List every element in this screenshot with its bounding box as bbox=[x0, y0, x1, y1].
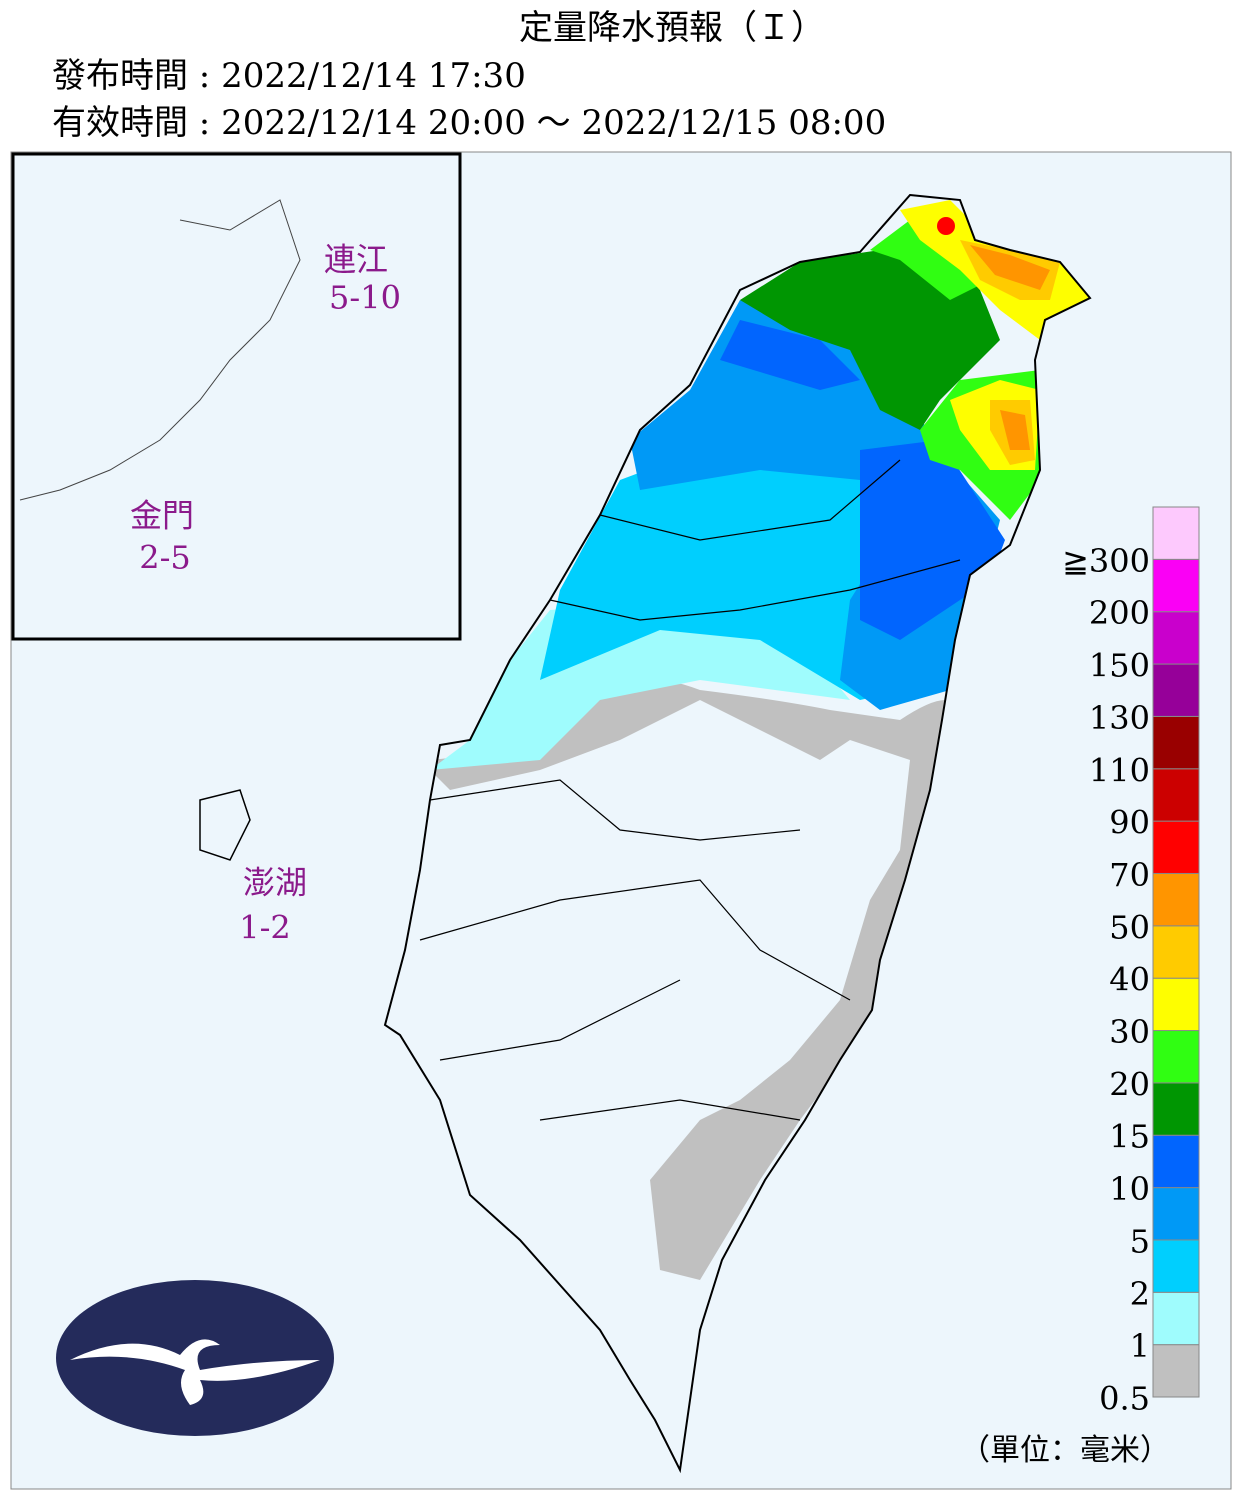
issued-time: 發布時間 : 2022/12/14 17:30 bbox=[52, 56, 526, 96]
inset-box bbox=[11, 152, 462, 641]
legend-swatch bbox=[1152, 663, 1200, 717]
legend-label: 110 bbox=[1089, 751, 1150, 789]
legend-swatch bbox=[1152, 1030, 1200, 1084]
legend-label: 50 bbox=[1109, 908, 1150, 946]
legend-swatch bbox=[1152, 1291, 1200, 1346]
legend-swatch bbox=[1152, 1082, 1200, 1136]
legend-swatch bbox=[1152, 558, 1200, 613]
legend-swatch bbox=[1152, 1134, 1200, 1189]
island-name: 金門 bbox=[130, 497, 194, 535]
legend-swatch bbox=[1152, 715, 1200, 770]
island-range: 5-10 bbox=[329, 279, 401, 317]
legend-label: 2 bbox=[1130, 1275, 1150, 1313]
legend-label: 10 bbox=[1109, 1170, 1150, 1208]
legend-swatch bbox=[1152, 1239, 1200, 1293]
unit-label: （單位：毫米） bbox=[960, 1433, 1170, 1468]
mainland-coast bbox=[19, 199, 301, 501]
legend-swatch bbox=[1152, 820, 1200, 874]
title: 定量降水預報（Ｉ） bbox=[519, 8, 825, 48]
legend-swatch bbox=[1152, 1344, 1200, 1398]
legend-label: 200 bbox=[1089, 594, 1150, 632]
legend-swatch bbox=[1152, 506, 1200, 560]
legend-label: 0.5 bbox=[1099, 1380, 1150, 1418]
legend-swatch bbox=[1152, 872, 1200, 927]
island-range: 1-2 bbox=[239, 909, 291, 947]
legend-label: 20 bbox=[1109, 1065, 1150, 1103]
legend: 0.5 1 2 5 10 15 20 30 40 50 70 90 110 130 150 200 ≧300 bbox=[1062, 506, 1200, 1418]
legend-swatch bbox=[1152, 611, 1200, 665]
island-name: 澎湖 bbox=[243, 864, 307, 902]
legend-label: 130 bbox=[1089, 699, 1150, 737]
logo-swirl bbox=[70, 1339, 320, 1405]
legend-swatch bbox=[1152, 768, 1200, 822]
penghu-outline bbox=[199, 789, 251, 861]
legend-label: 5 bbox=[1130, 1222, 1150, 1260]
county-borders bbox=[419, 459, 961, 1121]
legend-swatch bbox=[1152, 1187, 1200, 1241]
valid-time: 有效時間 : 2022/12/14 20:00 ～ 2022/12/15 08:… bbox=[52, 103, 886, 143]
legend-label: 70 bbox=[1109, 856, 1150, 894]
legend-label: ≧300 bbox=[1062, 542, 1150, 580]
legend-label: 90 bbox=[1109, 804, 1150, 842]
island-name: 連江 bbox=[324, 241, 388, 279]
legend-swatch bbox=[1152, 925, 1200, 979]
island-range: 2-5 bbox=[139, 539, 191, 577]
legend-swatch bbox=[1152, 977, 1200, 1032]
legend-label: 40 bbox=[1109, 961, 1150, 999]
legend-label: 150 bbox=[1089, 647, 1150, 685]
legend-label: 15 bbox=[1109, 1118, 1150, 1156]
legend-label: 1 bbox=[1130, 1327, 1150, 1365]
legend-label: 30 bbox=[1109, 1013, 1150, 1051]
